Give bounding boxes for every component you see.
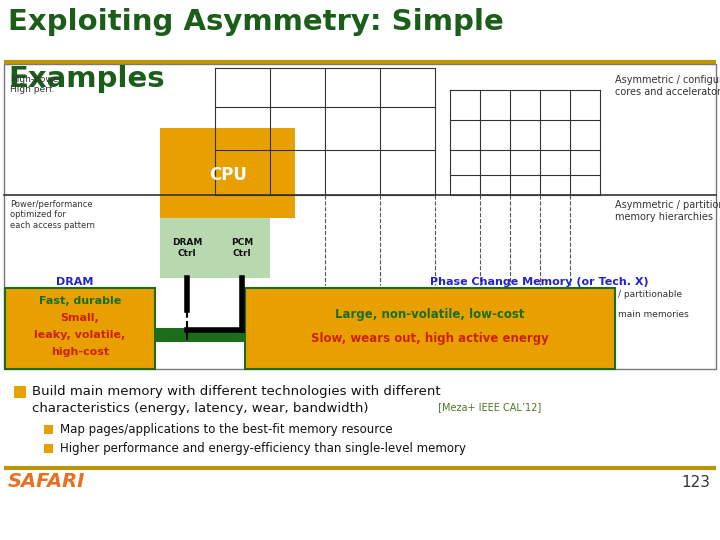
Text: Large, non-volatile, low-cost: Large, non-volatile, low-cost xyxy=(336,308,525,321)
Text: Asymmetric / configurable
cores and accelerators: Asymmetric / configurable cores and acce… xyxy=(615,75,720,97)
Text: Small,: Small, xyxy=(60,313,99,323)
Bar xyxy=(5,288,155,369)
Bar xyxy=(215,218,270,278)
Text: Exploiting Asymmetry: Simple: Exploiting Asymmetry: Simple xyxy=(8,8,504,36)
Text: Fast, durable: Fast, durable xyxy=(39,296,121,306)
Text: / partitionable: / partitionable xyxy=(618,290,682,299)
Bar xyxy=(160,128,295,218)
Bar xyxy=(155,328,315,342)
Text: 123: 123 xyxy=(681,475,710,490)
Text: PCM
Ctrl: PCM Ctrl xyxy=(231,238,253,258)
Text: Build main memory with different technologies with different: Build main memory with different technol… xyxy=(32,385,441,398)
Text: CPU: CPU xyxy=(209,166,247,184)
Text: Slow, wears out, high active energy: Slow, wears out, high active energy xyxy=(311,332,549,345)
Bar xyxy=(4,64,716,369)
Text: DRAM
Ctrl: DRAM Ctrl xyxy=(172,238,202,258)
Text: SAFARI: SAFARI xyxy=(8,472,86,491)
Text: Power/performance
optimized for
each access pattern: Power/performance optimized for each acc… xyxy=(10,200,95,230)
Text: DRAM: DRAM xyxy=(56,277,94,287)
Bar xyxy=(44,425,53,434)
Bar xyxy=(245,288,615,369)
Text: high-cost: high-cost xyxy=(51,347,109,357)
Text: High-power
High perf.: High-power High perf. xyxy=(10,75,62,94)
Bar xyxy=(160,218,215,278)
Bar xyxy=(44,444,53,453)
Text: Asymmetric / partitionable
memory hierarchies: Asymmetric / partitionable memory hierar… xyxy=(615,200,720,221)
Text: main memories: main memories xyxy=(618,310,689,319)
Bar xyxy=(14,386,26,398)
Text: leaky, volatile,: leaky, volatile, xyxy=(35,330,125,340)
Text: characteristics (energy, latency, wear, bandwidth): characteristics (energy, latency, wear, … xyxy=(32,402,369,415)
Text: [Meza+ IEEE CAL’12]: [Meza+ IEEE CAL’12] xyxy=(435,402,541,412)
Text: Higher performance and energy-efficiency than single-level memory: Higher performance and energy-efficiency… xyxy=(60,442,466,455)
Text: Map pages/applications to the best-fit memory resource: Map pages/applications to the best-fit m… xyxy=(60,423,392,436)
Text: Phase Change Memory (or Tech. X): Phase Change Memory (or Tech. X) xyxy=(430,277,649,287)
Text: Examples: Examples xyxy=(8,65,165,93)
